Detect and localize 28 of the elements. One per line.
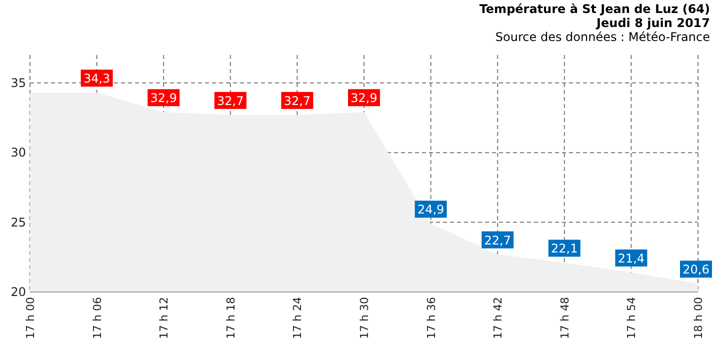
data-label: 34,3 — [83, 72, 110, 86]
data-label: 22,1 — [551, 242, 578, 256]
y-tick-label: 20 — [10, 285, 26, 299]
y-tick-label: 25 — [10, 215, 26, 230]
x-tick-label: 17 h 12 — [158, 297, 171, 339]
chart-title: Température à St Jean de Luz (64) — [479, 2, 710, 16]
source-note: Source des données : Météo-France — [495, 30, 710, 44]
x-tick-label: 17 h 42 — [492, 297, 505, 339]
data-label: 32,9 — [150, 91, 177, 106]
x-tick-label: 18 h 00 — [692, 297, 705, 339]
data-label: 32,7 — [284, 94, 311, 108]
x-tick-label: 17 h 06 — [90, 297, 104, 339]
data-label: 32,9 — [350, 91, 378, 106]
x-tick-label: 17 h 00 — [24, 297, 37, 339]
data-label: 22,7 — [484, 233, 511, 248]
data-label: 20,6 — [682, 262, 710, 277]
data-label: 24,9 — [417, 202, 444, 217]
x-tick-label: 17 h 24 — [291, 297, 304, 339]
x-tick-label: 17 h 30 — [358, 297, 371, 339]
data-label: 21,4 — [618, 251, 645, 266]
x-tick-label: 17 h 36 — [424, 297, 438, 339]
y-tick-label: 30 — [10, 146, 26, 160]
y-tick-label: 35 — [10, 76, 26, 90]
x-tick-label: 17 h 48 — [558, 297, 572, 339]
chart-subtitle: Jeudi 8 juin 2017 — [596, 16, 710, 30]
x-tick-label: 17 h 54 — [625, 297, 638, 339]
x-tick-label: 17 h 18 — [224, 297, 238, 339]
data-label: 32,7 — [217, 94, 244, 108]
